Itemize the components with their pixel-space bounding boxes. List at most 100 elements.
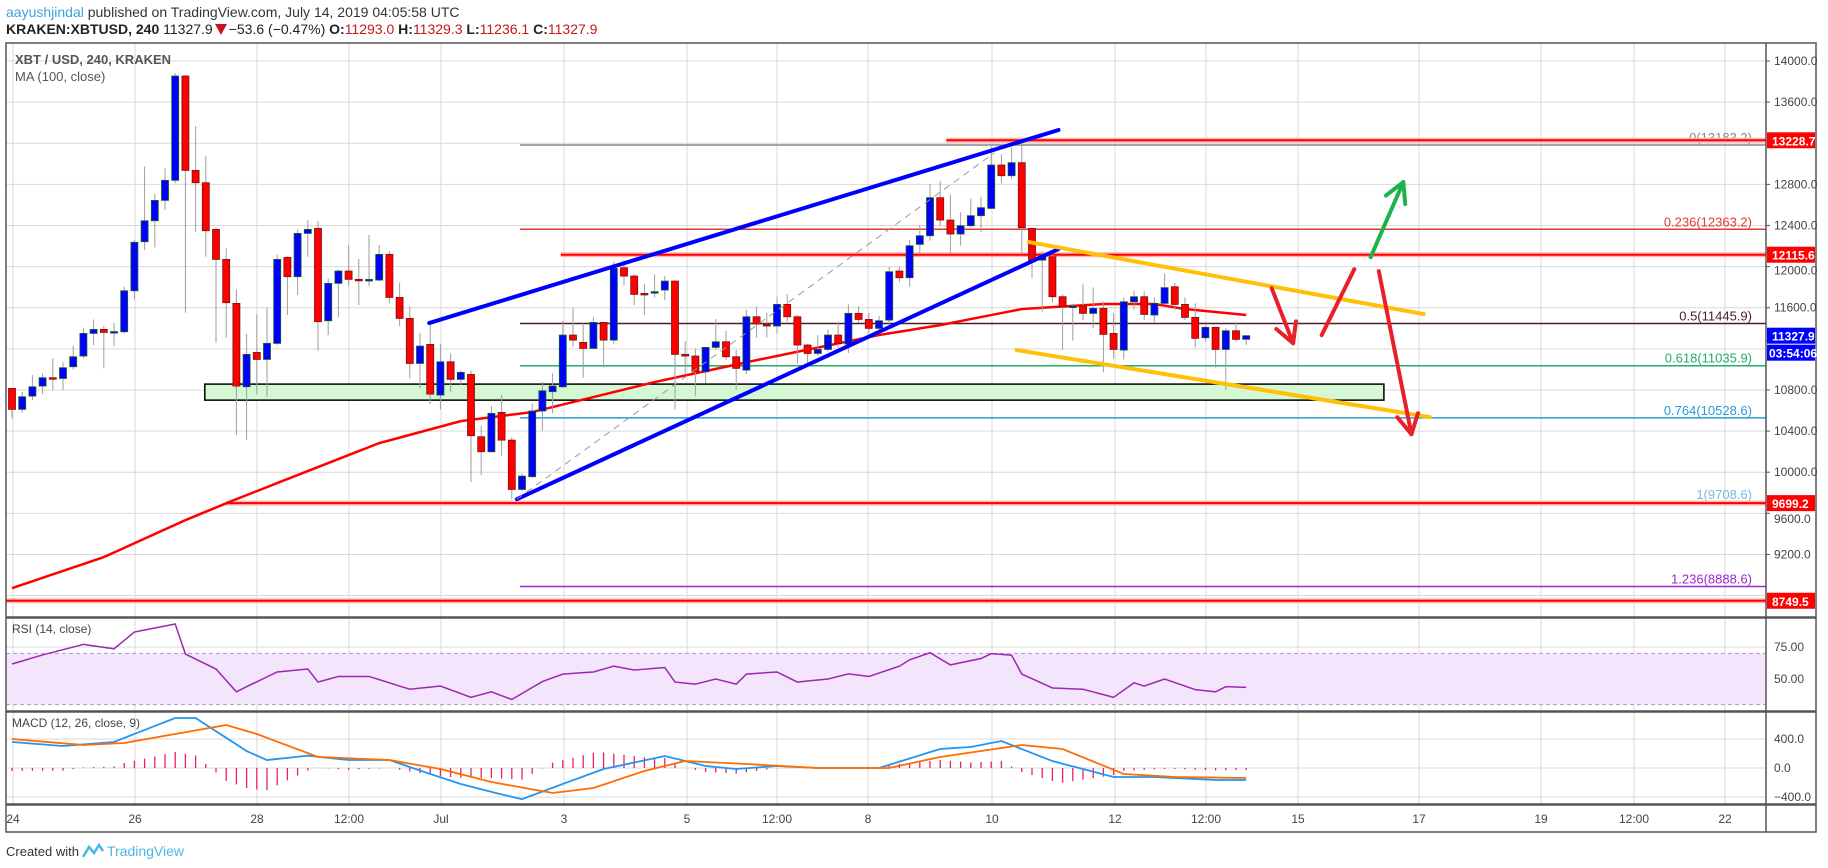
candle[interactable]: [1201, 325, 1210, 342]
candle[interactable]: [691, 348, 700, 396]
candle[interactable]: [915, 225, 924, 255]
candle[interactable]: [1242, 335, 1251, 346]
candle[interactable]: [140, 166, 149, 251]
candle[interactable]: [456, 370, 465, 385]
candle[interactable]: [569, 308, 577, 347]
candle[interactable]: [1191, 303, 1200, 348]
author-link[interactable]: aayushjindal: [6, 4, 84, 20]
candle[interactable]: [497, 395, 506, 456]
candle[interactable]: [426, 323, 435, 405]
candle[interactable]: [824, 329, 832, 351]
candle[interactable]: [701, 347, 710, 384]
candle[interactable]: [263, 307, 271, 397]
trendline-channel-lower[interactable]: [514, 247, 1061, 502]
trendline-flag-upper[interactable]: [1026, 240, 1426, 317]
candle[interactable]: [966, 198, 975, 228]
candle[interactable]: [650, 274, 659, 298]
candle[interactable]: [99, 326, 108, 369]
candle[interactable]: [609, 261, 618, 345]
candle[interactable]: [732, 349, 741, 391]
candle[interactable]: [334, 269, 343, 318]
candle[interactable]: [773, 296, 781, 334]
candle[interactable]: [375, 245, 384, 281]
candle[interactable]: [303, 220, 312, 257]
arrow-drawing[interactable]: [1376, 269, 1420, 437]
candle[interactable]: [762, 312, 771, 338]
candle[interactable]: [487, 406, 496, 453]
candle[interactable]: [589, 316, 598, 349]
candle[interactable]: [1211, 326, 1220, 368]
candle[interactable]: [1007, 147, 1016, 180]
candle[interactable]: [314, 221, 322, 351]
candle[interactable]: [905, 240, 914, 287]
candle[interactable]: [79, 328, 88, 359]
candle[interactable]: [1160, 273, 1169, 305]
trendline-fib-dashed[interactable]: [516, 152, 995, 500]
candle[interactable]: [436, 344, 445, 410]
candle[interactable]: [630, 273, 639, 306]
candle[interactable]: [793, 314, 802, 364]
candle[interactable]: [548, 373, 557, 414]
candle[interactable]: [671, 280, 679, 410]
candle[interactable]: [722, 331, 730, 361]
main-pane[interactable]: 0(13183.2)0.236(12363.2)0.5(11445.9)0.61…: [2, 73, 1766, 604]
candle[interactable]: [405, 306, 414, 379]
candle[interactable]: [110, 323, 118, 347]
candle[interactable]: [242, 334, 251, 441]
candle[interactable]: [89, 319, 98, 346]
candle[interactable]: [252, 314, 261, 395]
candle[interactable]: [161, 168, 169, 211]
candle[interactable]: [1130, 290, 1138, 310]
candle[interactable]: [1119, 297, 1128, 360]
candle[interactable]: [1089, 287, 1098, 329]
candle[interactable]: [1099, 301, 1108, 373]
candle[interactable]: [946, 194, 955, 254]
candle[interactable]: [28, 375, 37, 401]
candle[interactable]: [1221, 328, 1230, 391]
candle[interactable]: [1170, 283, 1179, 310]
candle[interactable]: [864, 312, 873, 334]
candle[interactable]: [783, 294, 792, 323]
candle[interactable]: [977, 196, 985, 233]
candle[interactable]: [1181, 297, 1189, 321]
candle[interactable]: [997, 154, 1006, 184]
candle[interactable]: [936, 181, 945, 226]
candle[interactable]: [69, 346, 78, 370]
candle[interactable]: [324, 278, 333, 336]
candle[interactable]: [293, 229, 302, 296]
candle[interactable]: [579, 323, 588, 378]
candle[interactable]: [1038, 251, 1047, 312]
candle[interactable]: [895, 266, 904, 283]
candle[interactable]: [987, 146, 996, 210]
candle[interactable]: [171, 73, 180, 184]
candle[interactable]: [48, 358, 57, 391]
arrow-drawing[interactable]: [1319, 267, 1357, 338]
candle[interactable]: [283, 256, 292, 316]
candle[interactable]: [18, 391, 27, 413]
candle[interactable]: [191, 126, 200, 232]
arrow-drawing[interactable]: [1368, 180, 1408, 260]
candle[interactable]: [232, 289, 241, 436]
candle[interactable]: [742, 310, 751, 375]
candle[interactable]: [752, 306, 761, 338]
candle[interactable]: [558, 320, 567, 388]
candle[interactable]: [150, 194, 159, 248]
candle[interactable]: [1068, 303, 1077, 341]
support-zone[interactable]: [204, 383, 1385, 401]
candle[interactable]: [385, 251, 394, 304]
candle[interactable]: [212, 227, 220, 343]
candle[interactable]: [681, 341, 690, 375]
candle[interactable]: [467, 370, 475, 482]
candle[interactable]: [365, 235, 373, 287]
candle[interactable]: [477, 426, 486, 476]
candle[interactable]: [1232, 321, 1240, 342]
candle[interactable]: [875, 315, 883, 331]
candle[interactable]: [1140, 291, 1149, 321]
candle[interactable]: [1058, 294, 1067, 351]
candle[interactable]: [640, 283, 649, 316]
candle[interactable]: [528, 403, 537, 478]
candle[interactable]: [599, 322, 608, 368]
candle[interactable]: [1109, 313, 1118, 359]
candle[interactable]: [1017, 143, 1026, 254]
